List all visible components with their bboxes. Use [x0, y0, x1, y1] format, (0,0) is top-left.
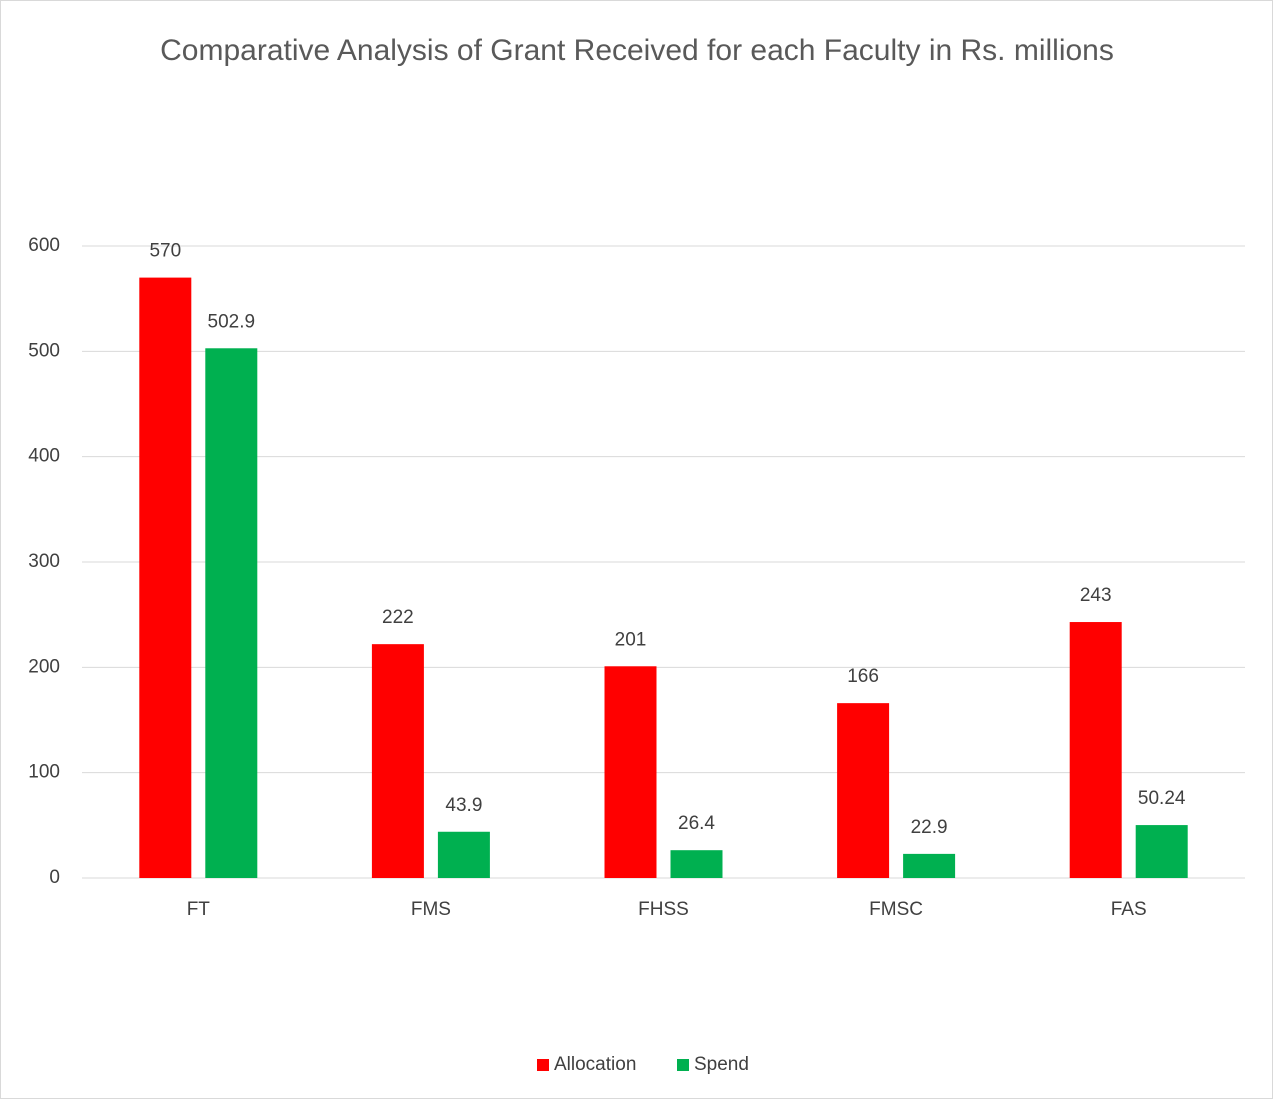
data-label: 243 [1080, 585, 1112, 606]
bar [371, 644, 424, 878]
x-tick-label: FHSS [638, 899, 689, 920]
data-label: 26.4 [678, 813, 715, 834]
bar [139, 277, 192, 879]
data-label: 50.24 [1138, 788, 1186, 809]
y-tick-label: 0 [49, 867, 60, 888]
data-label: 502.9 [208, 311, 256, 332]
data-label: 570 [149, 241, 181, 262]
y-tick-label: 100 [28, 762, 60, 783]
bar [670, 850, 723, 878]
y-tick-label: 500 [28, 340, 60, 361]
data-label: 166 [847, 666, 879, 687]
bar [1069, 622, 1122, 878]
bar [205, 348, 258, 878]
y-tick-label: 200 [28, 656, 60, 677]
data-label: 201 [615, 629, 647, 650]
x-tick-label: FMS [411, 899, 451, 920]
bar [437, 831, 490, 878]
y-tick-label: 300 [28, 551, 60, 572]
y-tick-label: 400 [28, 446, 60, 467]
legend-label: Spend [694, 1054, 749, 1075]
data-label: 222 [382, 607, 414, 628]
legend-swatch [677, 1059, 689, 1071]
bar [1135, 825, 1188, 878]
legend-label: Allocation [554, 1054, 636, 1075]
x-tick-label: FMSC [869, 899, 923, 920]
bar [604, 666, 657, 878]
bar [837, 703, 890, 878]
y-tick-label: 600 [28, 235, 60, 256]
x-tick-label: FAS [1111, 899, 1147, 920]
legend-swatch [537, 1059, 549, 1071]
chart-title: Comparative Analysis of Grant Received f… [160, 34, 1114, 67]
bar [903, 853, 956, 878]
data-label: 22.9 [911, 817, 948, 838]
data-label: 43.9 [445, 795, 482, 816]
x-tick-label: FT [187, 899, 211, 920]
